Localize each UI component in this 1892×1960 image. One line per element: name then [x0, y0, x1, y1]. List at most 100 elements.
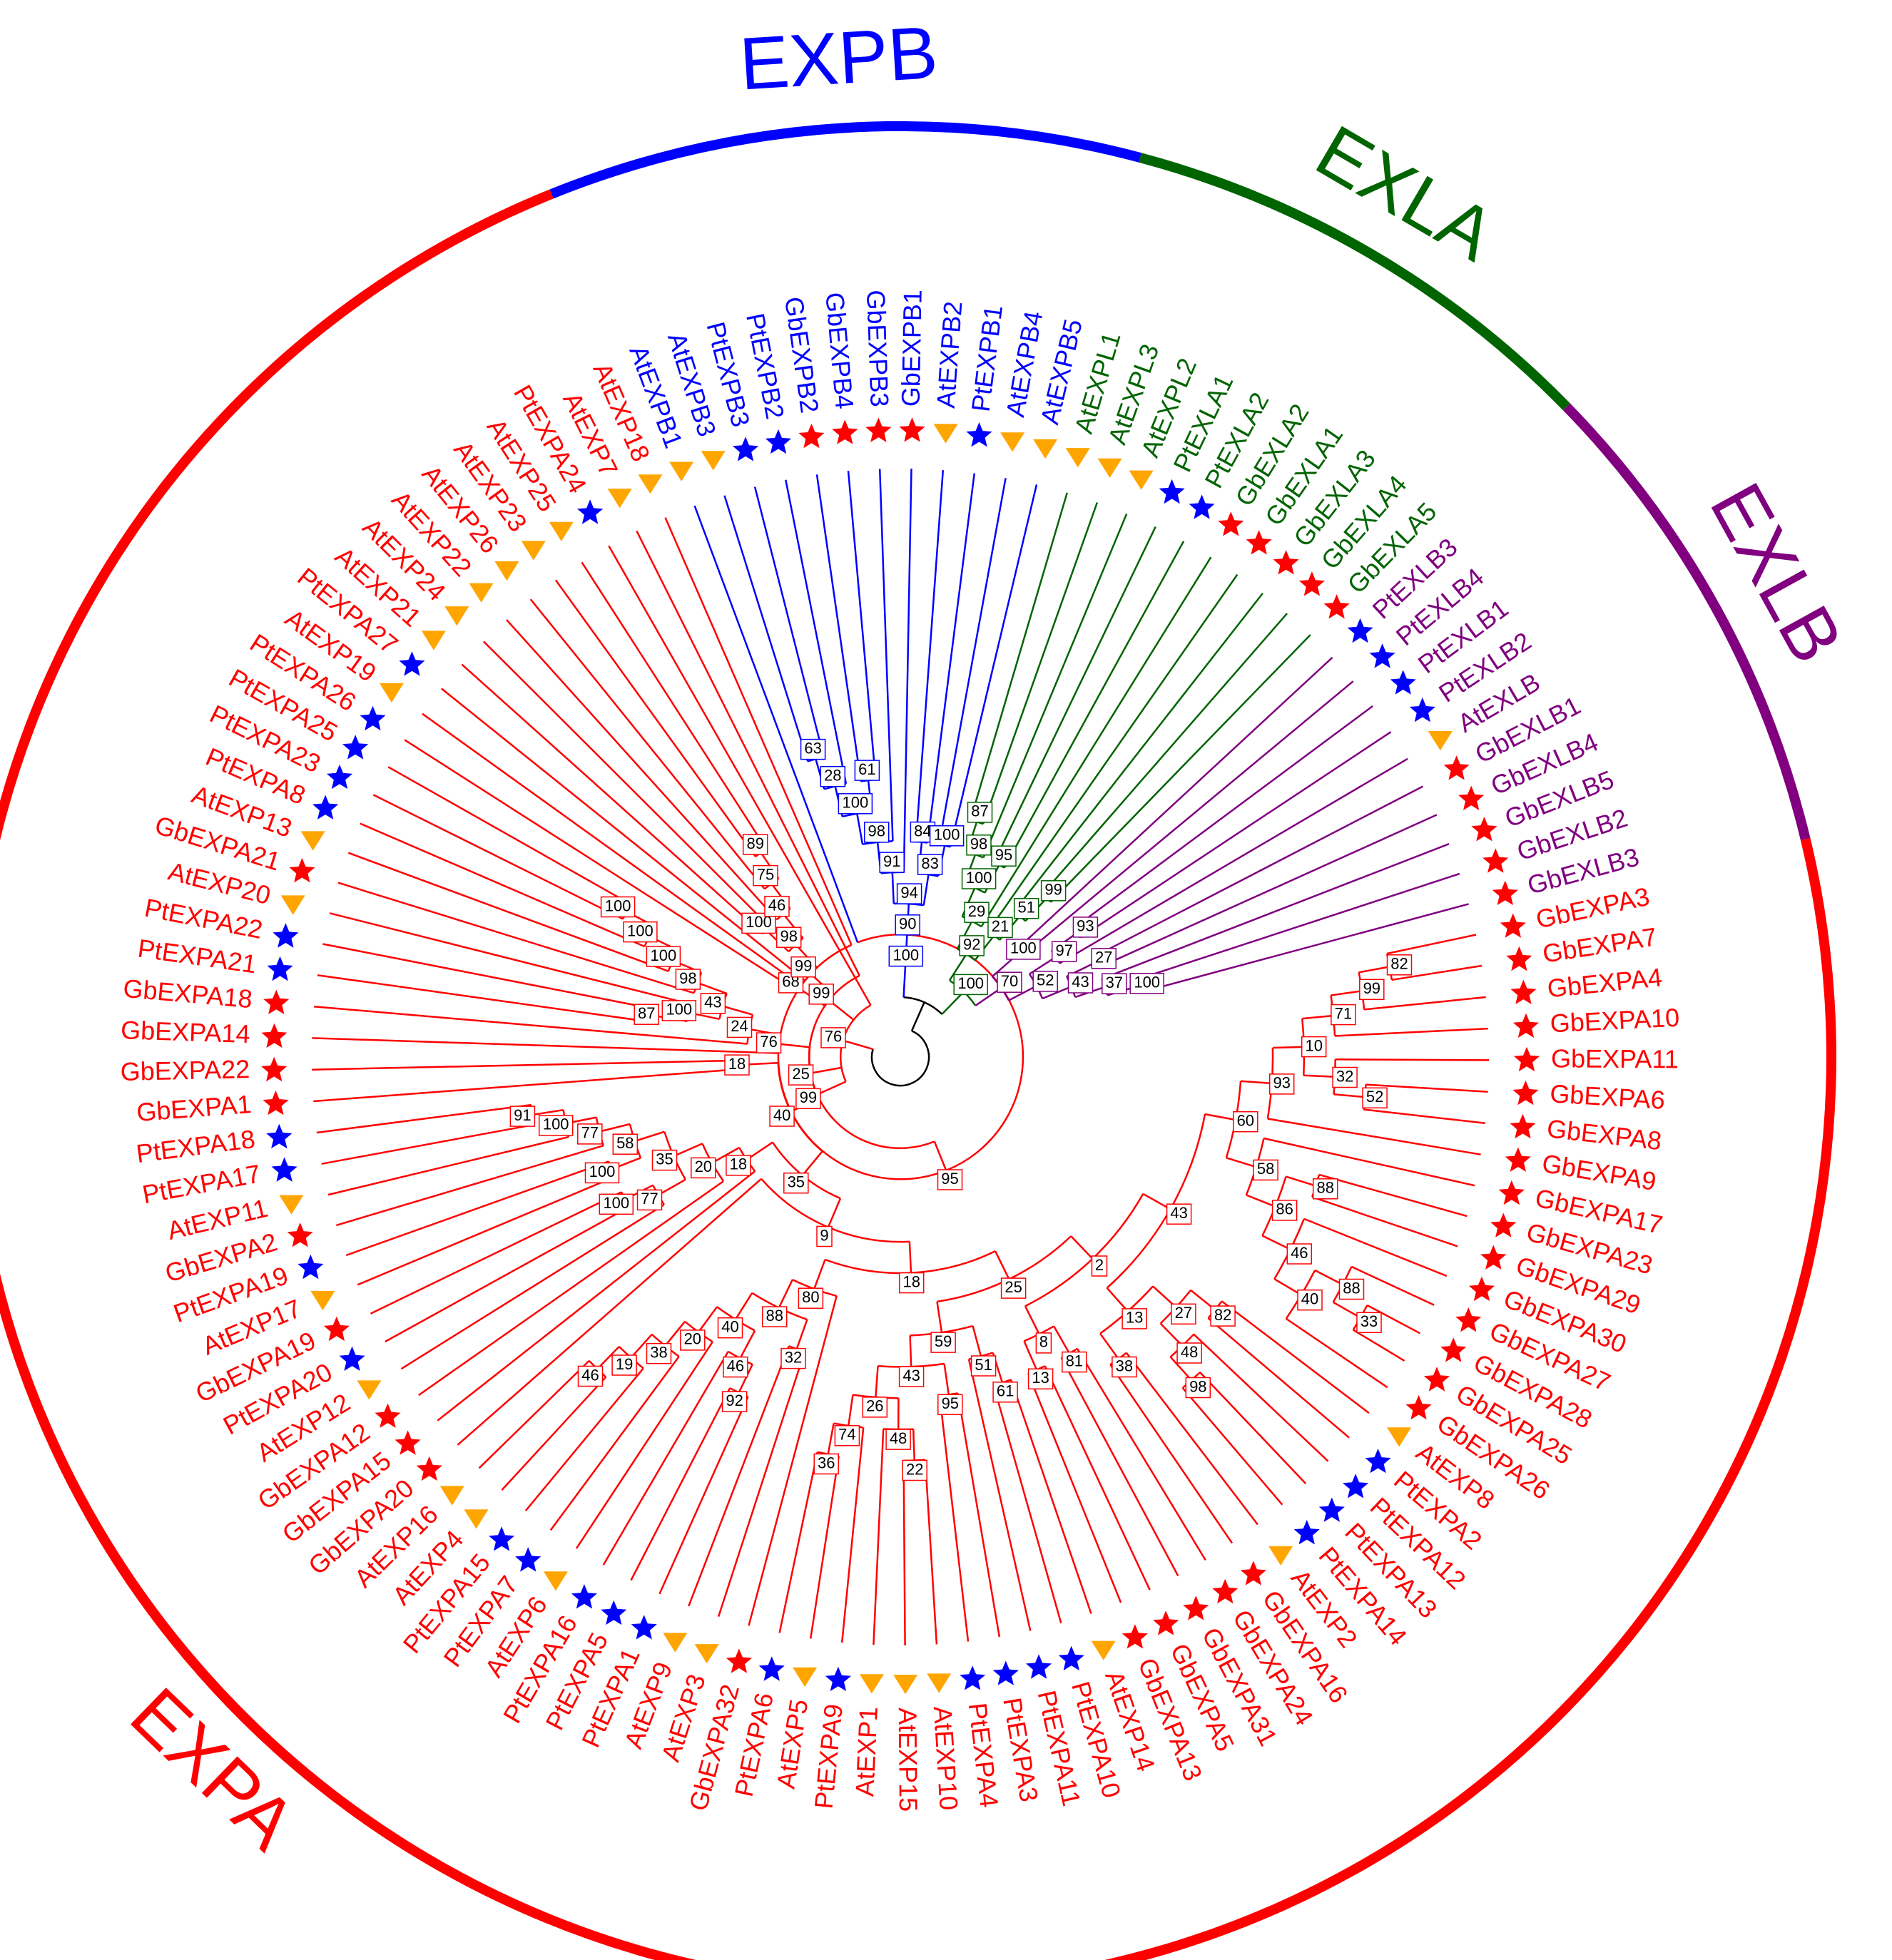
branch-line: [891, 872, 895, 904]
blue-star-marker: [765, 429, 792, 454]
bootstrap-text: 60: [1237, 1112, 1254, 1130]
bootstrap-box: [753, 864, 778, 887]
branch-line: [658, 1178, 686, 1196]
bootstrap-text: 98: [780, 927, 797, 945]
bootstrap-text: 88: [1343, 1279, 1360, 1297]
branch-line: [1302, 1014, 1334, 1020]
bootstrap-value: 10: [1301, 1036, 1327, 1058]
branch-line: [1073, 705, 1373, 929]
bootstrap-box: [1253, 1159, 1278, 1181]
bootstrap-text: 89: [746, 834, 763, 852]
bootstrap-value: 83: [917, 854, 943, 875]
branch-line: [723, 495, 809, 762]
blue-star-marker: [1409, 697, 1435, 723]
branch-line: [746, 1141, 773, 1161]
bootstrap-box: [577, 1123, 603, 1145]
branch-line: [982, 502, 1099, 825]
bootstrap-text: 46: [768, 897, 785, 914]
blue-star-marker: [1347, 618, 1373, 643]
red-star-marker: [1218, 511, 1244, 536]
branch-line: [385, 1206, 630, 1343]
bootstrap-box: [1312, 1178, 1338, 1200]
branch-line: [994, 1250, 1010, 1280]
blue-star-marker: [571, 1584, 597, 1609]
bootstrap-value: 99: [790, 956, 816, 978]
branch-line: [524, 1367, 644, 1511]
bootstrap-value: 29: [964, 902, 990, 923]
bootstrap-box: [577, 1365, 604, 1387]
bootstrap-text: 8: [1039, 1333, 1048, 1351]
branch-line: [1050, 634, 1311, 903]
blue-star-marker: [966, 422, 992, 447]
bootstrap-box: [1359, 979, 1385, 1001]
branch-line: [1363, 996, 1486, 1011]
branch-line: [972, 1325, 982, 1357]
orange-triangle-marker: [1065, 448, 1090, 468]
branch-line: [1139, 903, 1469, 994]
bootstrap-text: 35: [656, 1150, 673, 1168]
bootstrap-value: 90: [895, 914, 920, 936]
branch-line: [1042, 613, 1288, 895]
bootstrap-box: [838, 793, 873, 815]
bootstrap-box: [895, 914, 920, 936]
bootstrap-box: [509, 1106, 536, 1127]
bootstrap-value: 38: [1112, 1356, 1137, 1378]
clade-label-exlb: EXLB: [1694, 470, 1858, 676]
branch-line: [1060, 1357, 1179, 1576]
blue-star-marker: [1189, 494, 1215, 519]
bootstrap-value: 98: [863, 822, 890, 843]
bootstrap-box: [1091, 948, 1117, 969]
tree-branches: [312, 469, 1490, 1646]
branch-line: [1331, 990, 1363, 996]
bootstrap-box: [636, 1189, 663, 1211]
bootstrap-value: 86: [1271, 1200, 1298, 1221]
blue-star-marker: [960, 1665, 986, 1690]
branch-line: [1272, 1046, 1304, 1049]
bootstrap-box: [1112, 1356, 1137, 1378]
red-star-marker: [1490, 1213, 1517, 1237]
bootstrap-box: [898, 1366, 925, 1387]
branch-line: [1204, 1113, 1236, 1121]
red-star-marker: [263, 1090, 289, 1116]
bootstrap-text: 20: [695, 1158, 712, 1175]
branch-line: [878, 469, 894, 842]
branch-line: [1335, 1058, 1490, 1061]
branch-line: [926, 473, 976, 843]
branch-line: [1106, 1287, 1129, 1312]
bootstrap-text: 100: [627, 922, 653, 939]
bootstrap-value: 37: [1102, 973, 1127, 994]
bootstrap-box: [1301, 1036, 1327, 1058]
branch-line: [1024, 1305, 1040, 1334]
bootstrap-box: [1166, 1203, 1192, 1225]
bootstrap-text: 98: [970, 835, 987, 853]
bootstrap-text: 46: [727, 1357, 744, 1374]
leaf-label-gbexpa10: GbEXPA10: [1550, 1003, 1680, 1038]
bootstrap-text: 52: [1037, 971, 1054, 989]
branch-line: [693, 505, 859, 943]
bootstrap-value: 81: [1062, 1351, 1087, 1373]
bootstrap-box: [929, 825, 965, 847]
bootstrap-text: 9: [820, 1226, 828, 1244]
bootstrap-value: 26: [862, 1397, 888, 1418]
bootstrap-text: 51: [975, 1356, 992, 1374]
leaf-label-atexp5: AtEXP5: [771, 1698, 814, 1791]
blue-star-marker: [515, 1547, 541, 1572]
red-star-marker: [1506, 946, 1532, 971]
blue-star-marker: [399, 651, 425, 676]
red-star-marker: [1468, 1276, 1495, 1302]
bootstrap-box: [1051, 941, 1077, 962]
branch-line: [848, 1394, 854, 1426]
branch-line: [1318, 1173, 1468, 1218]
branch-line: [581, 561, 768, 850]
branch-line: [630, 1334, 653, 1359]
bootstrap-box: [1233, 1111, 1258, 1133]
red-star-marker: [1240, 1561, 1266, 1586]
orange-triangle-marker: [859, 1674, 884, 1694]
branch-line: [1199, 1372, 1307, 1484]
bootstrap-value: 35: [783, 1172, 809, 1194]
bootstrap-text: 100: [589, 1163, 616, 1180]
clade-arc-exlb: [1562, 403, 1811, 841]
bootstrap-value: 52: [1032, 971, 1058, 992]
bootstrap-value: 28: [820, 765, 846, 787]
bootstrap-text: 40: [773, 1106, 790, 1124]
